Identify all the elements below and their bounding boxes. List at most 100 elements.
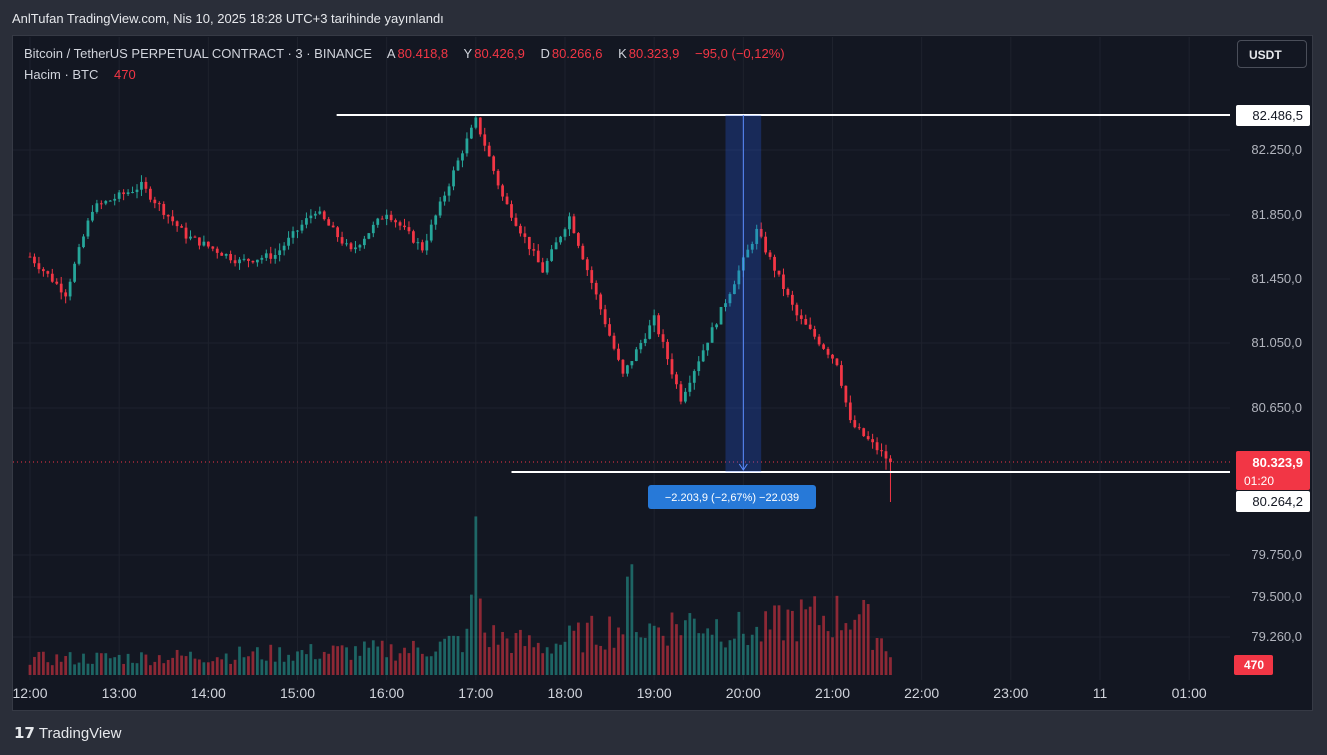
publication-text: AnlTufan TradingView.com, Nis 10, 2025 1… [12,11,444,26]
time-tick-label: 22:00 [904,685,939,701]
volume-bar [336,646,340,675]
candle-body [412,231,415,243]
candle-body [55,281,59,284]
candle-body [643,338,647,344]
volume-bar [461,652,464,675]
volume-bar [104,653,108,675]
candle-body [407,227,411,232]
volume-bar [469,594,473,675]
candle-body [77,247,81,264]
volume-bar [135,663,139,675]
candle-body [37,263,41,270]
candle-body [189,236,192,239]
volume-bar [501,632,504,675]
volume-bar [661,635,665,675]
candle-body [813,328,817,337]
candle-body [889,458,892,462]
candle-body [612,335,616,349]
candle-body [425,240,429,251]
candle-body [496,170,500,186]
candle-body [82,236,85,248]
volume-bar [278,647,282,675]
legend-volume-label[interactable]: Hacim · BTC [24,67,99,82]
volume-bar [140,652,143,675]
volume-bar [670,612,674,675]
candle-body [648,325,652,339]
volume-bar [808,606,812,675]
candle-body [68,281,72,297]
volume-bar [211,661,215,675]
candle-body [398,222,402,226]
candle-body [144,181,148,189]
volume-bar [510,652,513,675]
high-price-label: 82.486,5 [1252,108,1303,123]
tradingview-logo-text: TradingView [38,725,122,742]
volume-bar [86,663,90,675]
candle-body [447,186,451,196]
candle-body [799,315,803,319]
time-tick-label: 23:00 [993,685,1028,701]
candle-body [545,260,549,273]
candle-body [206,241,210,247]
candle-body [514,217,518,226]
candle-body [541,262,545,273]
tradingview-logo-icon: 17 [14,724,35,742]
volume-bar [759,641,763,675]
price-tick-label: 81.850,0 [1251,207,1302,222]
volume-bar [77,662,81,675]
volume-bar [443,638,447,675]
candle-body [434,215,438,225]
volume-bar [505,638,509,675]
time-tick-label: 18:00 [547,685,582,701]
volume-bar [394,660,397,675]
legend-open-value: 80.418,8 [397,46,449,61]
volume-bar [269,644,273,675]
candle-body [603,309,607,325]
volume-bar [291,660,295,675]
candle-body [184,227,188,239]
volume-bar [282,661,286,675]
candle-body [456,160,460,171]
candle-body [461,153,464,161]
volume-bar [37,651,41,675]
volume-bar [487,647,491,675]
volume-bar [728,640,732,675]
currency-button[interactable]: USDT [1237,40,1307,68]
volume-bar [91,663,94,675]
volume-bar [198,659,201,675]
volume-bar [162,663,166,675]
legend-symbol[interactable]: Bitcoin / TetherUS PERPETUAL CONTRACT · … [24,46,372,61]
candle-body [862,428,866,437]
candle-body [581,245,585,260]
volume-bar [634,632,638,675]
candle-body [848,402,852,421]
candle-body [269,253,273,259]
volume-bar [715,619,718,675]
time-tick-label: 19:00 [637,685,672,701]
volume-bar [113,657,117,675]
volume-bar [434,651,438,675]
volume-bar [376,646,380,675]
candle-body [50,273,54,282]
candle-body [171,216,175,222]
tradingview-logo[interactable]: 17 TradingView [14,724,121,742]
volume-bar [251,651,255,675]
volume-bar [880,638,883,675]
candle-body [594,282,598,295]
drawing-overlay: −2.203,9 (−2,67%) −22.039 [13,114,1230,509]
volume-bar [41,651,45,675]
candle-body [33,256,36,264]
volume-bar [28,664,32,675]
volume-bar [50,665,54,675]
volume-bar [99,653,103,675]
measure-label: −2.203,9 (−2,67%) −22.039 [665,492,799,504]
candle-body [416,242,420,244]
candle-body [331,225,335,228]
volume-bar [193,658,197,675]
candle-body [737,270,741,285]
candle-body [135,189,139,193]
volume-bar [576,622,580,675]
chart-frame [12,35,1313,711]
candle-body [327,219,331,226]
